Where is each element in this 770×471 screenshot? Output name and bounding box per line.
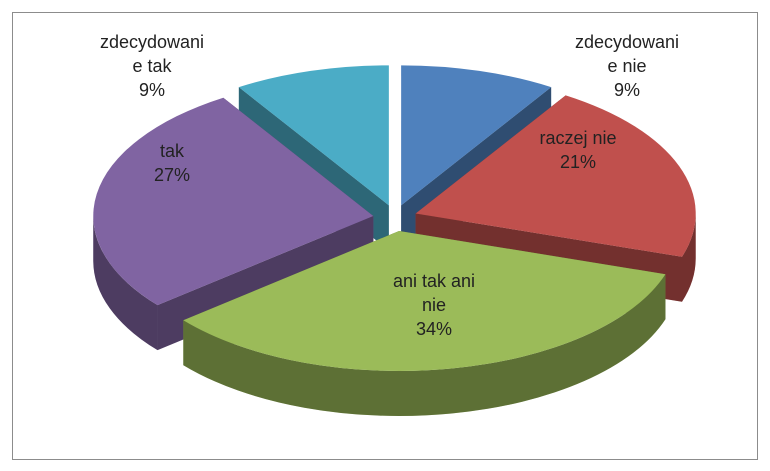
slice-value: 21%	[559, 152, 597, 172]
slice	[183, 230, 666, 371]
slice-category: ani tak ani nie	[392, 271, 476, 315]
data-label: tak 27%	[118, 139, 226, 187]
slice-category: zdecydowanie nie	[574, 32, 680, 76]
slice-side-shade	[682, 213, 696, 302]
slice-value: 9%	[613, 80, 640, 100]
slice-category: raczej nie	[539, 128, 617, 148]
slice	[93, 97, 374, 306]
slice	[238, 65, 389, 206]
slice-value: 27%	[153, 165, 191, 185]
data-label: zdecydowanie tak 9%	[98, 30, 206, 102]
data-label: zdecydowanie nie 9%	[573, 30, 681, 102]
slice	[401, 65, 552, 206]
slice-side	[93, 215, 158, 351]
slice-value: 9%	[138, 80, 165, 100]
slice-side-shade	[93, 215, 158, 351]
slice-value: 34%	[415, 319, 453, 339]
data-label: ani tak ani nie 34%	[380, 269, 488, 341]
data-label: raczej nie 21%	[524, 126, 632, 174]
slice-side	[682, 213, 696, 302]
slice-side-shade	[183, 274, 666, 416]
slice-category: zdecydowanie tak	[99, 32, 205, 76]
slice-category: tak	[159, 141, 184, 161]
slice-side	[183, 274, 666, 416]
slice	[415, 95, 696, 257]
